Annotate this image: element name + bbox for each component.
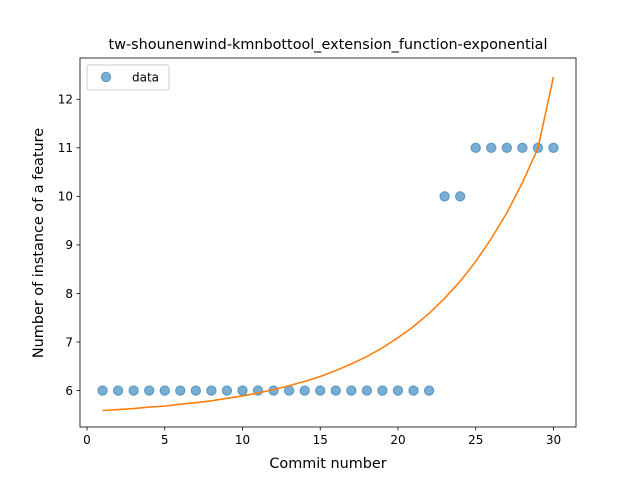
data-point — [501, 142, 513, 154]
data-point — [408, 385, 419, 396]
data-point — [221, 385, 233, 396]
x-tick-label: 0 — [83, 433, 91, 447]
data-point — [377, 385, 388, 396]
y-axis-label: Number of instance of a feature — [31, 128, 47, 358]
y-tick-label: 8 — [65, 287, 73, 301]
data-point — [206, 385, 217, 396]
data-point — [361, 385, 373, 396]
data-point — [454, 191, 466, 202]
data-point — [517, 142, 528, 154]
data-point — [175, 385, 186, 396]
data-point — [346, 385, 357, 396]
x-tick-label: 5 — [161, 433, 169, 447]
legend-frame — [86, 64, 170, 91]
data-point — [470, 142, 481, 154]
y-tick-label: 6 — [65, 384, 73, 398]
data-point — [423, 385, 435, 396]
x-tick-label: 10 — [235, 433, 250, 447]
legend-label-data: data — [132, 71, 159, 85]
y-tick-label: 9 — [65, 238, 73, 252]
data-point — [548, 142, 559, 154]
y-tick-label: 7 — [65, 335, 73, 349]
data-point — [97, 385, 108, 396]
x-axis-label: Commit number — [269, 456, 386, 472]
data-point — [112, 385, 124, 396]
plot-layer — [97, 76, 559, 412]
data-point — [237, 385, 248, 396]
data-point — [299, 385, 310, 396]
data-point — [128, 385, 139, 396]
data-point — [143, 385, 155, 396]
fit-line — [102, 76, 555, 412]
axes-frame — [79, 57, 577, 428]
x-tick-label: 25 — [468, 433, 483, 447]
chart-title: tw-shounenwind-kmnbottool_extension_func… — [109, 37, 548, 53]
axes-layer: 0 5 10 15 20 25 30 6 7 8 9 10 11 12 — [58, 57, 577, 447]
legend: data — [86, 64, 170, 91]
legend-marker-data — [100, 71, 112, 83]
data-point — [486, 142, 497, 154]
data-point — [392, 385, 404, 396]
x-tick-label: 30 — [546, 433, 561, 447]
data-point — [439, 191, 450, 202]
x-tick-label: 15 — [313, 433, 328, 447]
data-point — [315, 385, 326, 396]
x-tick-label: 20 — [390, 433, 405, 447]
data-point — [190, 385, 202, 396]
data-point — [159, 385, 170, 396]
y-tick-label: 10 — [58, 190, 73, 204]
y-tick-label: 11 — [58, 141, 73, 155]
data-point — [330, 385, 341, 396]
y-tick-label: 12 — [58, 93, 73, 107]
